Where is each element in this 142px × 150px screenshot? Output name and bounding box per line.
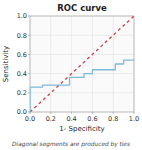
plot-frame <box>30 16 134 112</box>
footnote: Diagonal segments are produced by ties <box>12 141 130 148</box>
tick-label: 0.4 <box>66 115 76 123</box>
tick-label: 0.2 <box>17 89 27 97</box>
grid <box>30 16 134 112</box>
tick-label: 0.4 <box>17 70 27 78</box>
tick-mark <box>134 112 135 114</box>
chart: 0.00.20.40.60.81.00.00.20.40.60.81.0ROC … <box>0 0 142 150</box>
tick-label: 0.8 <box>108 115 118 123</box>
tick-mark <box>30 112 31 114</box>
tick-label: 0.8 <box>17 32 27 40</box>
grid-line <box>71 16 72 112</box>
title: ROC curve <box>57 3 107 13</box>
x-axis-label: 1- Specificity <box>59 125 104 133</box>
plot-area <box>30 16 134 112</box>
tick-mark <box>50 112 51 114</box>
tick-mark <box>113 112 114 114</box>
grid-line <box>30 54 134 55</box>
tick-label: 0.6 <box>87 115 97 123</box>
data-layer <box>30 16 134 112</box>
grid-line <box>92 16 93 112</box>
tick-mark <box>92 112 93 114</box>
tick-label: 0.0 <box>17 108 27 116</box>
grid-line <box>113 16 114 112</box>
tick-label: 1.0 <box>129 115 139 123</box>
page: {"chart_data": {"type": "line", "title":… <box>0 0 142 150</box>
grid-line <box>30 92 134 93</box>
tick-mark <box>71 112 72 114</box>
series-line <box>30 60 134 112</box>
grid-line <box>50 16 51 112</box>
grid-line <box>30 73 134 74</box>
series-line <box>30 16 134 112</box>
tick-label: 0.6 <box>17 51 27 59</box>
grid-line <box>30 35 134 36</box>
tick-label: 0.2 <box>46 115 56 123</box>
y-axis-label: Sensitivity <box>2 46 10 82</box>
tick-label: 1.0 <box>17 12 27 20</box>
